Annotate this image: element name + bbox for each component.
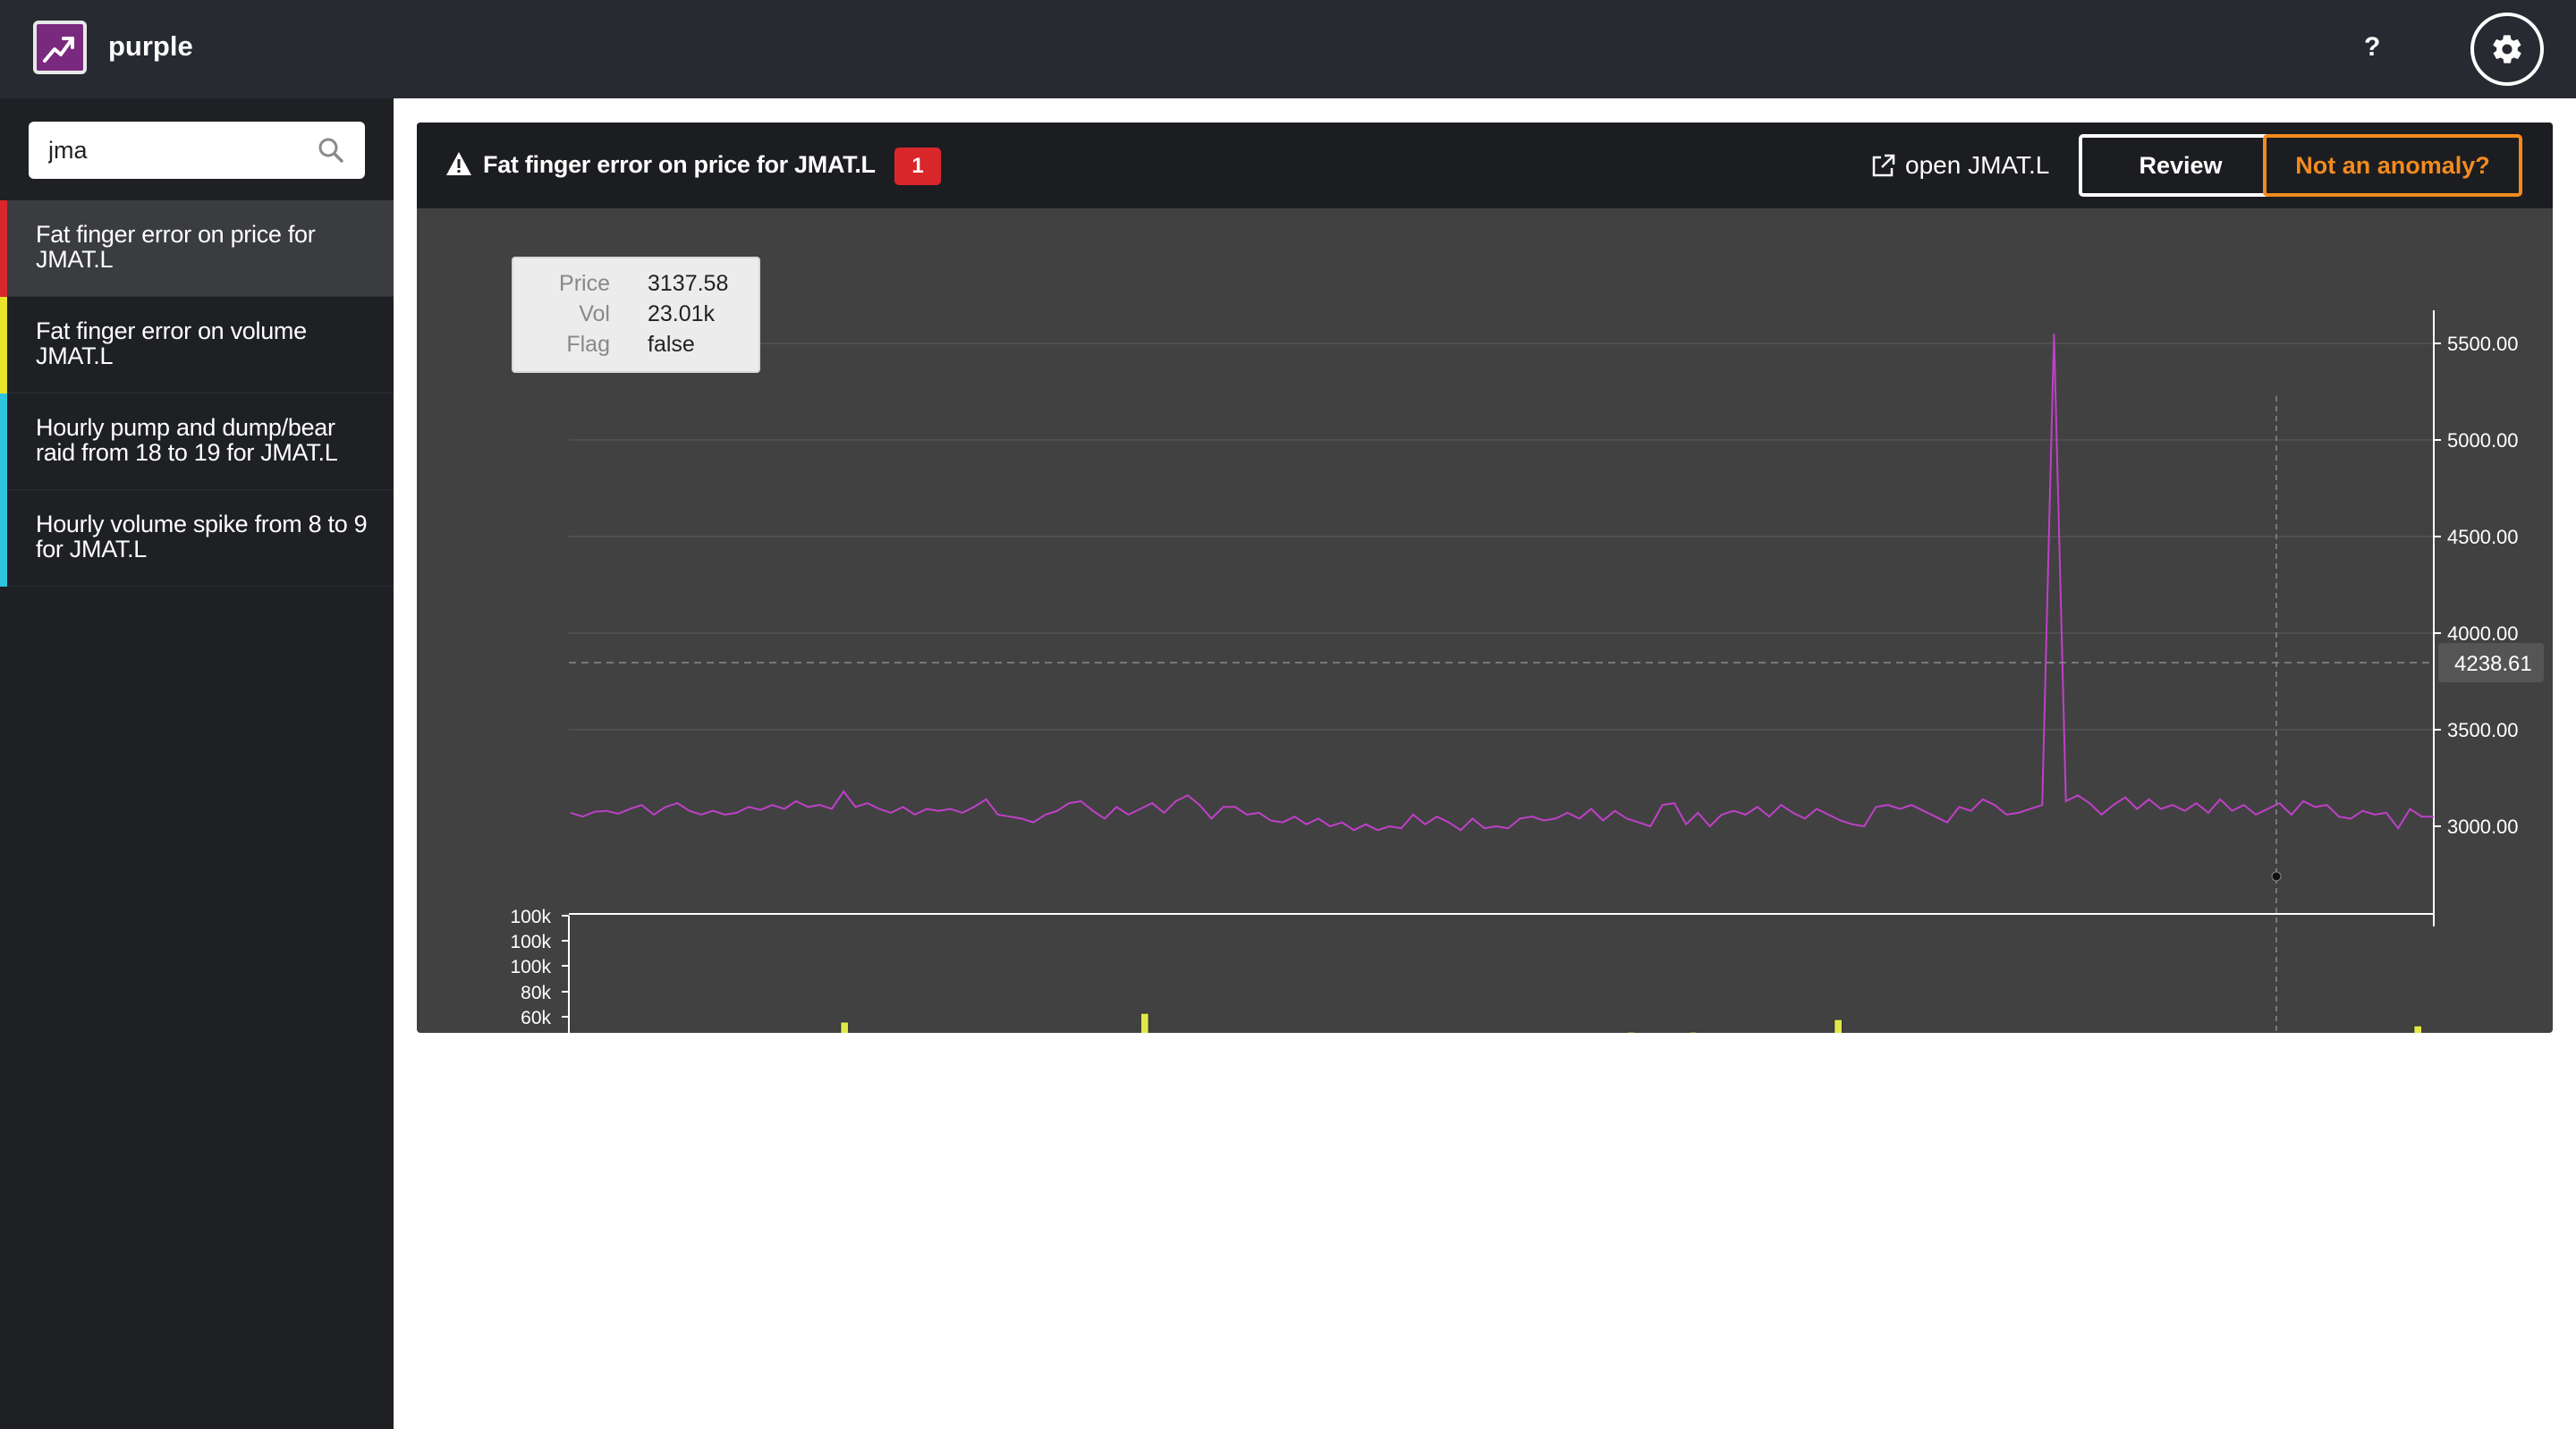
alert-item-label: Fat finger error on price for JMAT.L [36, 221, 316, 273]
app-logo[interactable] [33, 21, 87, 74]
price-tick-label: 4000.00 [2447, 622, 2519, 645]
tooltip-key: Price [559, 271, 610, 296]
volume-bar [2413, 1025, 2422, 1033]
tooltip-key: Flag [566, 332, 610, 357]
chart-tooltip: Price 3137.58 Vol 23.01k Flag false [512, 257, 760, 373]
crosshair-point [2271, 871, 2282, 882]
volume-bar [840, 1021, 849, 1033]
tooltip-row: Price 3137.58 [513, 271, 762, 301]
tooltip-row: Flag false [513, 332, 762, 362]
volume-tick-label: 80k [521, 983, 551, 1003]
volume-bar [1689, 1031, 1698, 1033]
review-button[interactable]: Review [2079, 134, 2283, 197]
alert-list: Fat finger error on price for JMAT.L Fat … [0, 200, 394, 587]
price-tick-label: 5000.00 [2447, 429, 2519, 452]
volume-bar [1834, 1019, 1843, 1033]
sidebar: Fat finger error on price for JMAT.L Fat … [0, 98, 394, 1429]
price-line [570, 334, 2434, 832]
price-tick-label: 4500.00 [2447, 526, 2519, 548]
alert-item[interactable]: Fat finger error on price for JMAT.L [0, 200, 394, 297]
volume-bar [1627, 1031, 1636, 1033]
not-an-anomaly-button[interactable]: Not an anomaly? [2263, 134, 2522, 197]
price-tick-label: 5500.00 [2447, 333, 2519, 355]
top-bar: purple ? [0, 0, 2576, 98]
search-icon[interactable] [317, 136, 345, 165]
help-button[interactable]: ? [2364, 32, 2381, 62]
tooltip-value: false [648, 332, 695, 357]
price-tick-label: 3500.00 [2447, 719, 2519, 741]
alert-item[interactable]: Hourly volume spike from 8 to 9 for JMAT… [0, 490, 394, 587]
alert-panel: Fat finger error on price for JMAT.L 1 o… [417, 123, 2553, 1033]
tooltip-row: Vol 23.01k [513, 301, 762, 332]
tooltip-value: 23.01k [648, 301, 716, 326]
empty-content-area [394, 1057, 2576, 1429]
volume-tick-label: 100k [510, 907, 551, 927]
search-box [29, 122, 365, 179]
warning-icon [446, 152, 471, 175]
crosshair-price-label-bg [2438, 643, 2544, 682]
gear-icon [2493, 35, 2521, 63]
volume-tick-label: 60k [521, 1008, 551, 1028]
alert-item-label: Hourly pump and dump/bear raid from 18 t… [36, 414, 338, 466]
open-symbol-link[interactable]: open JMAT.L [1905, 151, 2050, 179]
alert-color-stripe [0, 200, 7, 297]
tooltip-value: 3137.58 [648, 271, 729, 296]
alert-color-stripe [0, 490, 7, 587]
panel-title: Fat finger error on price for JMAT.L [483, 151, 876, 178]
volume-tick-label: 100k [510, 932, 551, 952]
alert-color-stripe [0, 297, 7, 393]
alert-color-stripe [0, 393, 7, 490]
alert-item[interactable]: Fat finger error on volume JMAT.L [0, 297, 394, 393]
trend-chart-icon [43, 37, 74, 63]
external-link-icon[interactable] [1869, 153, 1896, 180]
alert-item[interactable]: Hourly pump and dump/bear raid from 18 t… [0, 393, 394, 490]
alert-item-label: Fat finger error on volume JMAT.L [36, 317, 307, 369]
settings-button[interactable] [2470, 13, 2544, 86]
price-volume-chart[interactable]: 5500.00 5000.00 4500.00 4000.00 3500.00 3000.… [417, 208, 2553, 1033]
app-title: purple [108, 30, 193, 62]
search-input[interactable] [48, 131, 317, 170]
volume-tick-label: 100k [510, 957, 551, 977]
crosshair-price-label: 4238.61 [2454, 652, 2532, 676]
alert-count-badge: 1 [894, 148, 941, 185]
price-tick-label: 3000.00 [2447, 816, 2519, 838]
alert-item-label: Hourly volume spike from 8 to 9 for JMAT… [36, 511, 368, 562]
tooltip-key: Vol [579, 301, 610, 326]
panel-header: Fat finger error on price for JMAT.L 1 o… [417, 123, 2553, 208]
volume-bar [1140, 1012, 1149, 1033]
